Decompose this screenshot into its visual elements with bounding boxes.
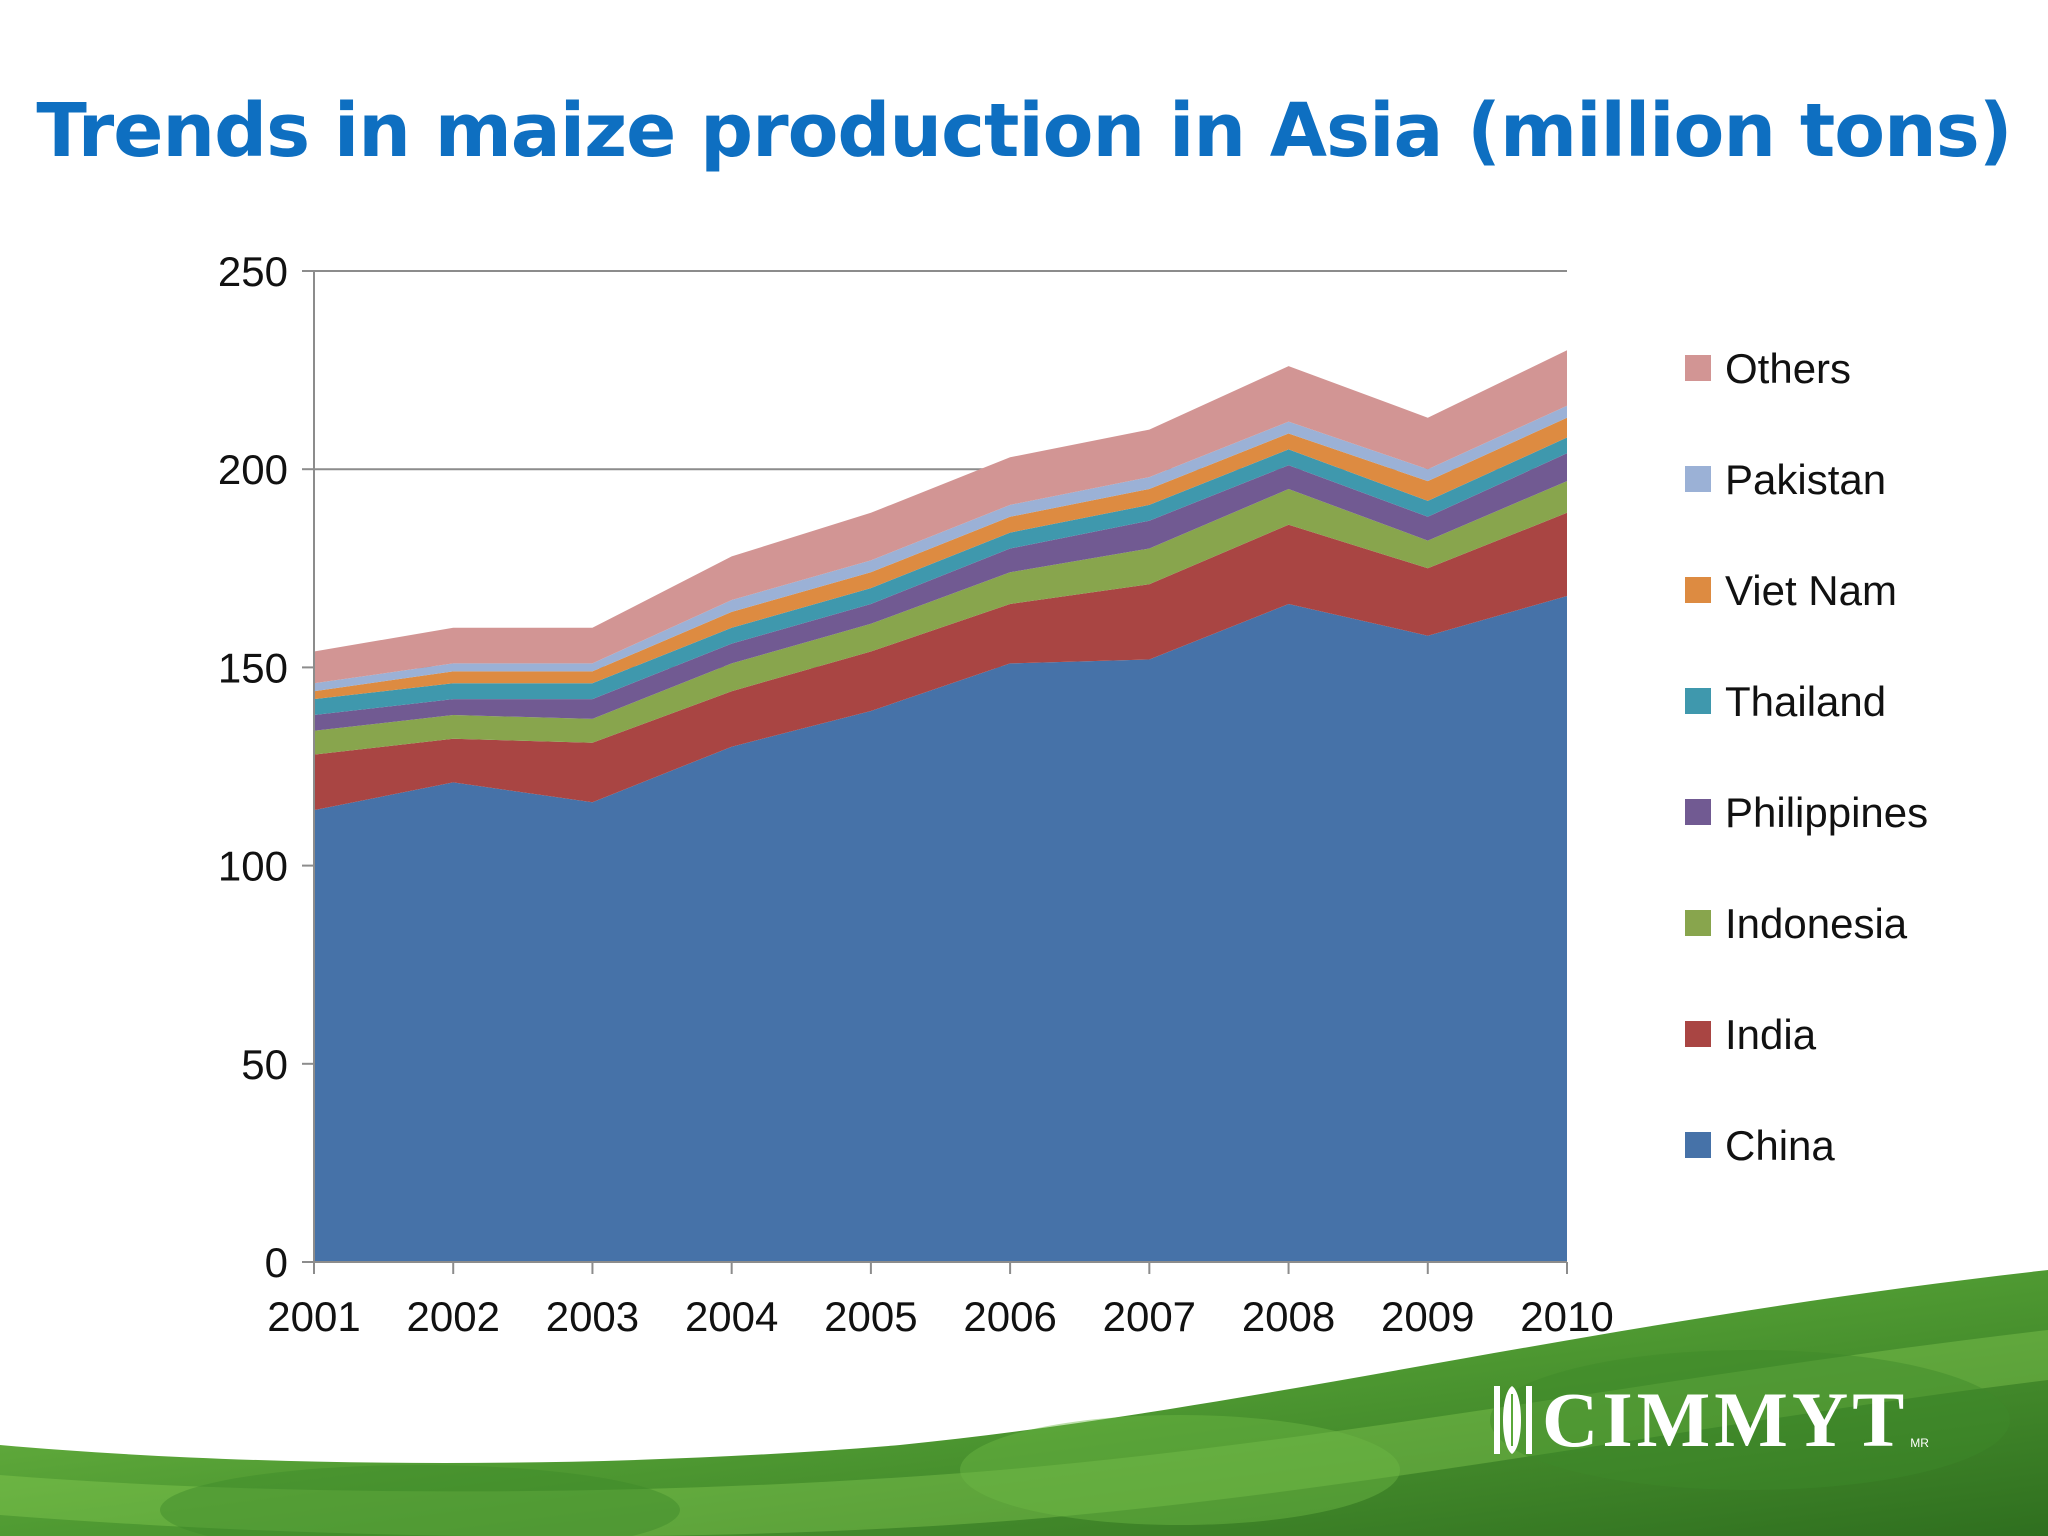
area-series-india xyxy=(314,512,1567,811)
legend-label: India xyxy=(1725,1011,1817,1058)
area-series-viet-nam xyxy=(314,417,1567,700)
area-series-china xyxy=(314,596,1567,1262)
x-tick-label: 2009 xyxy=(1381,1293,1474,1340)
y-tick-label: 200 xyxy=(218,446,288,493)
logo-text: CIMMYT xyxy=(1542,1376,1909,1463)
legend-label: Thailand xyxy=(1725,678,1886,725)
legend-label: China xyxy=(1725,1122,1835,1169)
area-series-philippines xyxy=(314,453,1567,731)
x-tick-label: 2010 xyxy=(1520,1293,1613,1340)
legend-label: Others xyxy=(1725,345,1851,392)
area-series-thailand xyxy=(314,437,1567,715)
axes: 0 50 100 150 200 250 2001 2002 2003 2004 2005 2006 2… xyxy=(218,248,1614,1340)
x-tick-label: 2006 xyxy=(963,1293,1056,1340)
legend: Others Pakistan Viet Nam Thailand Philippine… xyxy=(1685,345,1928,1169)
area-series-others xyxy=(314,350,1567,684)
x-tick-label: 2008 xyxy=(1242,1293,1335,1340)
legend-swatch-others xyxy=(1685,355,1711,381)
footer-green-shape xyxy=(0,1270,2048,1536)
cimmyt-logo: CIMMYT MR xyxy=(1490,1376,1929,1463)
footer-highlight-shape xyxy=(0,1330,2048,1536)
footer-leaf-shape xyxy=(1490,1350,2010,1490)
y-tick-label: 0 xyxy=(265,1239,288,1286)
legend-swatch-viet-nam xyxy=(1685,577,1711,603)
legend-swatch-china xyxy=(1685,1132,1711,1158)
y-tick-label: 150 xyxy=(218,644,288,691)
y-tick-label: 250 xyxy=(218,248,288,295)
legend-swatch-thailand xyxy=(1685,688,1711,714)
legend-swatch-indonesia xyxy=(1685,910,1711,936)
legend-swatch-pakistan xyxy=(1685,466,1711,492)
area-series-indonesia xyxy=(314,481,1567,755)
legend-label: Viet Nam xyxy=(1725,567,1897,614)
logo-trademark: MR xyxy=(1910,1436,1929,1450)
footer-leaf-shape xyxy=(160,1465,680,1536)
x-tick-label: 2004 xyxy=(685,1293,778,1340)
legend-label: Pakistan xyxy=(1725,456,1886,503)
y-tick-label: 50 xyxy=(241,1041,288,1088)
legend-label: Indonesia xyxy=(1725,900,1908,947)
footer-leaf-shape xyxy=(960,1415,1400,1525)
legend-swatch-philippines xyxy=(1685,799,1711,825)
slide-title: Trends in maize production in Asia (mill… xyxy=(36,88,2012,174)
x-tick-label: 2007 xyxy=(1103,1293,1196,1340)
legend-label: Philippines xyxy=(1725,789,1928,836)
x-tick-label: 2001 xyxy=(267,1293,360,1340)
y-tick-label: 100 xyxy=(218,843,288,890)
area-series xyxy=(314,350,1567,1262)
x-tick-label: 2002 xyxy=(407,1293,500,1340)
x-tick-label: 2005 xyxy=(824,1293,917,1340)
maize-ear-icon xyxy=(1494,1386,1532,1454)
x-tick-label: 2003 xyxy=(546,1293,639,1340)
legend-swatch-india xyxy=(1685,1021,1711,1047)
